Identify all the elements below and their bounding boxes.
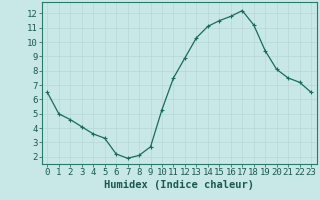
X-axis label: Humidex (Indice chaleur): Humidex (Indice chaleur) — [104, 180, 254, 190]
